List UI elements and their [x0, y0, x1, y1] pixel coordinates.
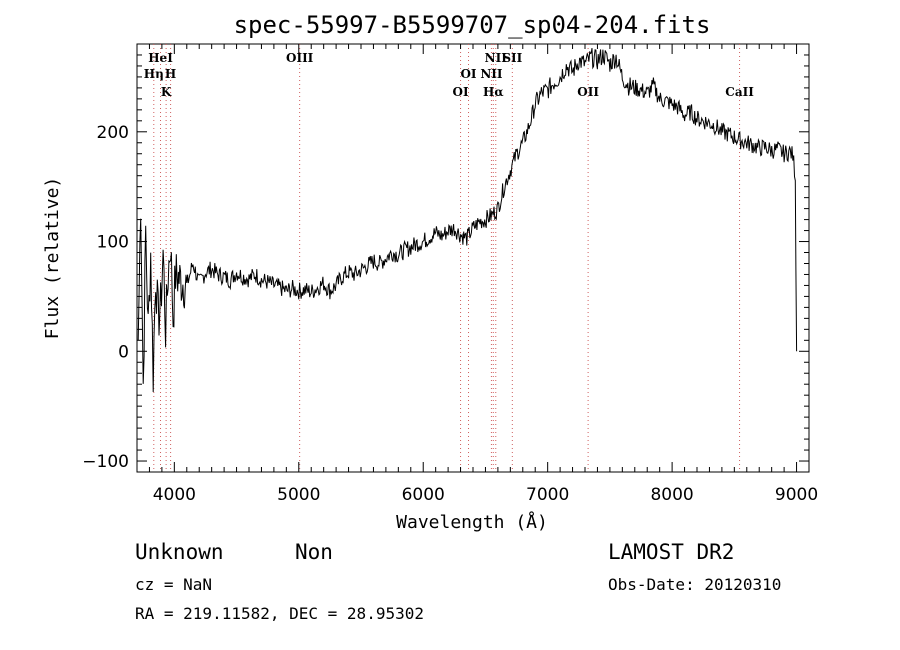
emission-line-label: NII — [485, 51, 508, 65]
chart-title: spec-55997-B5599707_sp04-204.fits — [234, 11, 711, 39]
x-tick-label: 7000 — [526, 485, 569, 505]
emission-line-markers — [153, 44, 741, 472]
redshift-text: cz = NaN — [135, 575, 212, 594]
axis-ticks — [137, 44, 809, 472]
y-axis-label: Flux (relative) — [42, 177, 63, 340]
coordinates-text: RA = 219.11582, DEC = 28.95302 — [135, 604, 424, 623]
x-tick-label: 8000 — [650, 485, 693, 505]
emission-line-label: OII — [577, 85, 599, 99]
emission-line-label: SII — [502, 51, 522, 65]
y-tick-label: 200 — [97, 123, 129, 143]
subclass-label: Non — [295, 540, 333, 564]
spectrum-series-line — [137, 48, 798, 393]
emission-line-label: K — [161, 85, 172, 99]
x-tick-labels: 4000 5000 6000 7000 8000 9000 — [153, 485, 818, 505]
class-label: Unknown — [135, 540, 224, 564]
x-tick-label: 4000 — [153, 485, 196, 505]
emission-line-label: HeI — [148, 51, 173, 65]
emission-line-label: OI — [453, 85, 469, 99]
emission-line-label: CaII — [725, 85, 754, 99]
y-tick-label: 0 — [118, 342, 129, 362]
x-tick-label: 6000 — [402, 485, 445, 505]
x-axis-label: Wavelength (Å) — [396, 511, 548, 533]
observation-date: Obs-Date: 20120310 — [608, 575, 781, 594]
emission-line-label: H — [165, 67, 176, 81]
emission-line-label: OI — [460, 67, 476, 81]
y-tick-label: −100 — [82, 452, 129, 472]
x-tick-label: 5000 — [277, 485, 320, 505]
emission-line-label: Hη — [144, 67, 164, 81]
x-tick-label: 9000 — [775, 485, 818, 505]
emission-line-label: OIII — [286, 51, 314, 65]
emission-line-label: Hα — [483, 85, 504, 99]
plot-frame — [136, 43, 810, 473]
y-tick-labels: −100 0 100 200 — [82, 123, 129, 472]
survey-label: LAMOST DR2 — [608, 540, 734, 564]
y-tick-label: 100 — [97, 233, 129, 253]
emission-line-label: NII — [480, 67, 503, 81]
